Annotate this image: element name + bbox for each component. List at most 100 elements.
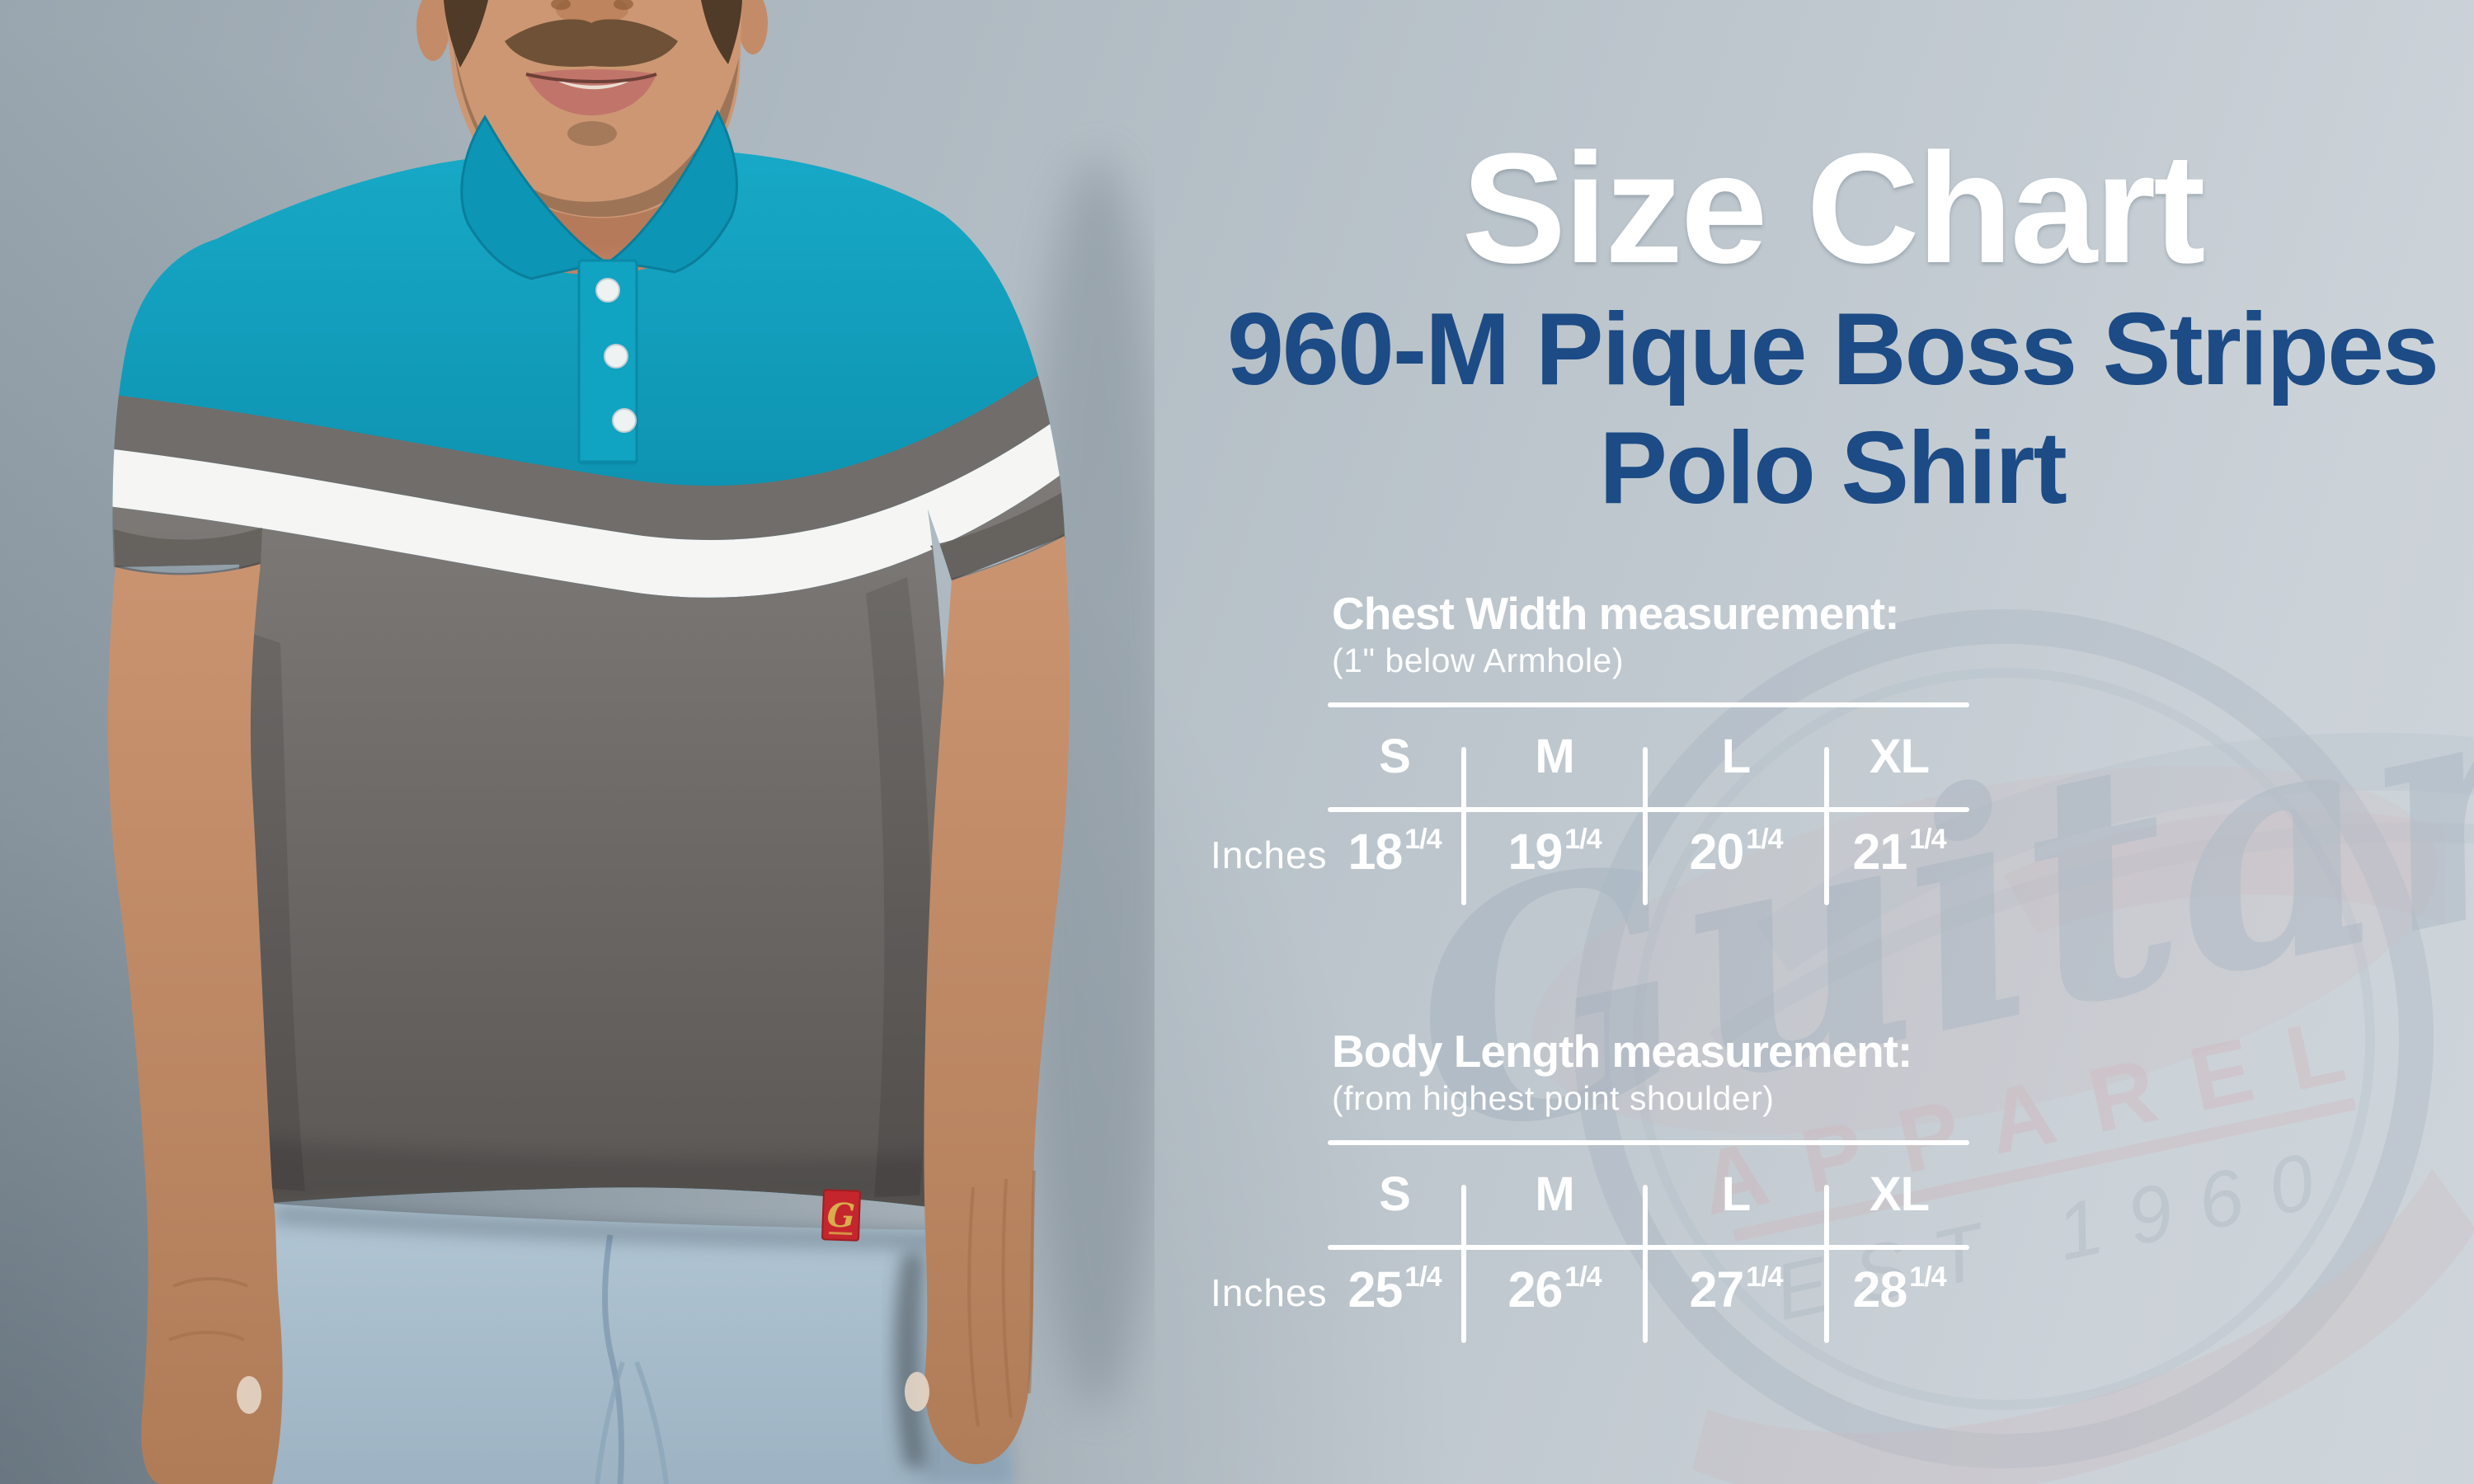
right-arm — [107, 564, 283, 1484]
jeans-hem-shadow — [272, 1204, 947, 1250]
page-title: Size Chart — [1461, 121, 2205, 296]
collar-right-flap — [604, 109, 738, 274]
table-mid-rule — [1328, 1245, 1969, 1250]
column-divider — [1461, 1185, 1466, 1343]
value-whole: 19 — [1507, 824, 1563, 880]
table-heading: Chest Width measurement: — [1332, 588, 1900, 639]
value-fraction: 1/4 — [1564, 823, 1602, 855]
left-ear — [416, 0, 449, 61]
value-fraction: 1/4 — [1909, 823, 1946, 855]
jeans-fly-seam — [602, 1234, 625, 1484]
button-1 — [595, 278, 620, 303]
size-header-xl: XL — [1869, 730, 1930, 783]
right-nostril — [614, 0, 633, 10]
left-cuff-band — [114, 528, 262, 577]
value-whole: 21 — [1852, 824, 1907, 880]
shirt-gray-band — [112, 346, 1065, 540]
jeans-inseams — [595, 1360, 669, 1484]
size-header-s: S — [1379, 730, 1411, 783]
value-whole: 28 — [1852, 1261, 1907, 1317]
left-sideburn — [444, 0, 488, 68]
table-top-rule — [1328, 1140, 1969, 1145]
right-ear — [738, 0, 768, 54]
watermark-swoosh-line — [1710, 822, 2474, 1049]
right-sideburn — [701, 0, 742, 64]
value-fraction: 1/4 — [1909, 1261, 1946, 1293]
shirt-right-fold-shadow — [866, 577, 932, 1197]
mouth-line — [525, 73, 657, 83]
watermark-red-oval — [1531, 765, 2439, 1134]
polo-shirt — [112, 152, 1066, 1207]
table-mid-rule — [1328, 807, 1969, 812]
size-header-m: M — [1535, 1167, 1574, 1221]
size-header-m: M — [1535, 730, 1574, 783]
tag-letter: G — [826, 1195, 856, 1235]
value-xl: 211/4 — [1829, 823, 1969, 881]
watermark-outer-ring — [1574, 609, 2434, 1468]
value-l: 271/4 — [1648, 1261, 1824, 1318]
size-header-l: L — [1721, 730, 1751, 783]
button-3 — [612, 408, 637, 433]
value-m: 261/4 — [1466, 1261, 1643, 1318]
value-s: 251/4 — [1328, 1261, 1461, 1318]
nose-base-shadow — [556, 0, 628, 25]
unit-label: Inches — [1211, 1271, 1328, 1314]
mustache — [505, 19, 678, 67]
collar-left-flap — [460, 115, 609, 280]
hem-brand-tag: G — [821, 1189, 861, 1242]
value-m: 191/4 — [1466, 823, 1643, 881]
right-hand-creases — [168, 1277, 248, 1341]
model-photo: G — [107, 0, 1155, 1484]
polo-collar — [460, 109, 738, 465]
shirt-white-stripe — [112, 402, 1065, 598]
hand-gap-shadow — [894, 1253, 927, 1468]
left-nostril — [551, 0, 571, 10]
value-xl: 281/4 — [1829, 1261, 1969, 1318]
teeth — [551, 77, 637, 90]
column-divider — [1824, 747, 1829, 905]
size-header-l: L — [1721, 1167, 1751, 1221]
right-cuff-band — [930, 491, 1065, 582]
value-whole: 25 — [1348, 1261, 1403, 1317]
value-whole: 26 — [1507, 1261, 1563, 1317]
column-divider — [1824, 1185, 1829, 1343]
table-top-rule — [1328, 702, 1969, 707]
size-header-s: S — [1379, 1167, 1411, 1221]
column-divider — [1643, 747, 1648, 905]
right-thumbnail — [237, 1376, 261, 1414]
column-divider — [1643, 1185, 1648, 1343]
value-fraction: 1/4 — [1746, 823, 1783, 855]
value-fraction: 1/4 — [1404, 823, 1442, 855]
column-divider — [1461, 747, 1466, 905]
value-whole: 18 — [1348, 824, 1403, 880]
value-fraction: 1/4 — [1404, 1261, 1442, 1293]
product-name-line1: 960-M Pique Boss Stripes — [1226, 293, 2439, 406]
button-2 — [604, 344, 628, 369]
model-arms — [107, 536, 1070, 1484]
shirt-hem-shadow — [251, 1138, 930, 1207]
watermark-inner-ring — [1633, 668, 2375, 1410]
shirt-gray-body — [112, 460, 1065, 1207]
table-heading: Body Length measurement: — [1332, 1026, 1912, 1077]
watermark-bottom-swoosh — [1692, 1168, 2474, 1484]
value-s: 181/4 — [1328, 823, 1461, 881]
table-subheading: (from highest point shoulder) — [1332, 1079, 1775, 1117]
value-fraction: 1/4 — [1746, 1261, 1783, 1293]
watermark-swoosh-band — [1757, 732, 2474, 972]
product-name-line2: Polo Shirt — [1599, 411, 2067, 525]
value-fraction: 1/4 — [1564, 1261, 1602, 1293]
watermark-underline — [1732, 1097, 2357, 1242]
value-l: 201/4 — [1648, 823, 1824, 881]
size-header-xl: XL — [1869, 1167, 1930, 1221]
left-thumbnail — [905, 1372, 929, 1411]
tag-body — [821, 1189, 861, 1242]
unit-label: Inches — [1211, 834, 1328, 876]
table-subheading: (1" below Armhole) — [1332, 641, 1624, 679]
left-finger-lines — [967, 1170, 1036, 1427]
value-whole: 27 — [1689, 1261, 1744, 1317]
chin-shadow — [567, 121, 617, 146]
watermark-pink-wedge — [2004, 810, 2445, 933]
